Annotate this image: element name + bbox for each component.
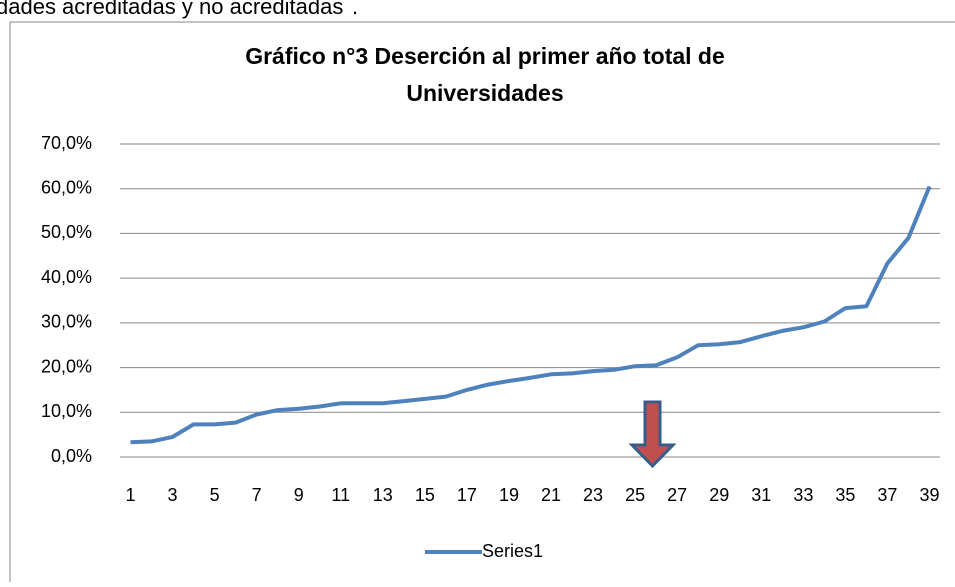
x-tick-label: 31 xyxy=(751,485,771,505)
x-tick-label: 7 xyxy=(252,485,262,505)
y-tick-label: 0,0% xyxy=(51,446,92,466)
x-tick-label: 29 xyxy=(709,485,729,505)
chart-title: Universidades xyxy=(406,80,563,106)
chart-frame xyxy=(9,21,955,587)
x-tick-label: 1 xyxy=(126,485,136,505)
x-tick-label: 37 xyxy=(877,485,897,505)
y-tick-label: 60,0% xyxy=(41,177,92,197)
x-tick-label: 23 xyxy=(583,485,603,505)
x-tick-label: 35 xyxy=(835,485,855,505)
y-tick-label: 20,0% xyxy=(41,356,92,376)
series-line xyxy=(130,185,932,445)
x-tick-label: 19 xyxy=(499,485,519,505)
x-tick-label: 3 xyxy=(168,485,178,505)
x-tick-label: 13 xyxy=(373,485,393,505)
y-tick-label: 70,0% xyxy=(41,133,92,153)
annotation-arrow xyxy=(628,400,677,469)
y-tick-label: 30,0% xyxy=(41,312,92,332)
x-tick-label: 5 xyxy=(210,485,220,505)
x-tick-label: 33 xyxy=(793,485,813,505)
plot: 0,0% 10,0% 20,0% 30,0% 40,0% 50,0% 60,0% 70,0% 1… xyxy=(41,133,940,561)
legend-label: Series1 xyxy=(482,541,543,561)
x-tick-label: 39 xyxy=(919,485,939,505)
header-text: dades acreditadas y no acreditadas xyxy=(0,0,343,19)
x-tick-label: 25 xyxy=(625,485,645,505)
x-tick-label: 15 xyxy=(415,485,435,505)
x-tick-label: 11 xyxy=(331,485,350,505)
y-tick-label: 40,0% xyxy=(41,267,92,287)
x-tick-label: 9 xyxy=(294,485,304,505)
y-tick-label: 50,0% xyxy=(41,222,92,242)
header-end: . xyxy=(352,0,358,19)
y-tick-label: 10,0% xyxy=(41,401,92,421)
chart-title: Gráfico n°3 Deserción al primer año tota… xyxy=(245,43,725,69)
x-tick-label: 17 xyxy=(457,485,477,505)
x-tick-label: 21 xyxy=(541,485,561,505)
x-tick-label: 27 xyxy=(667,485,687,505)
